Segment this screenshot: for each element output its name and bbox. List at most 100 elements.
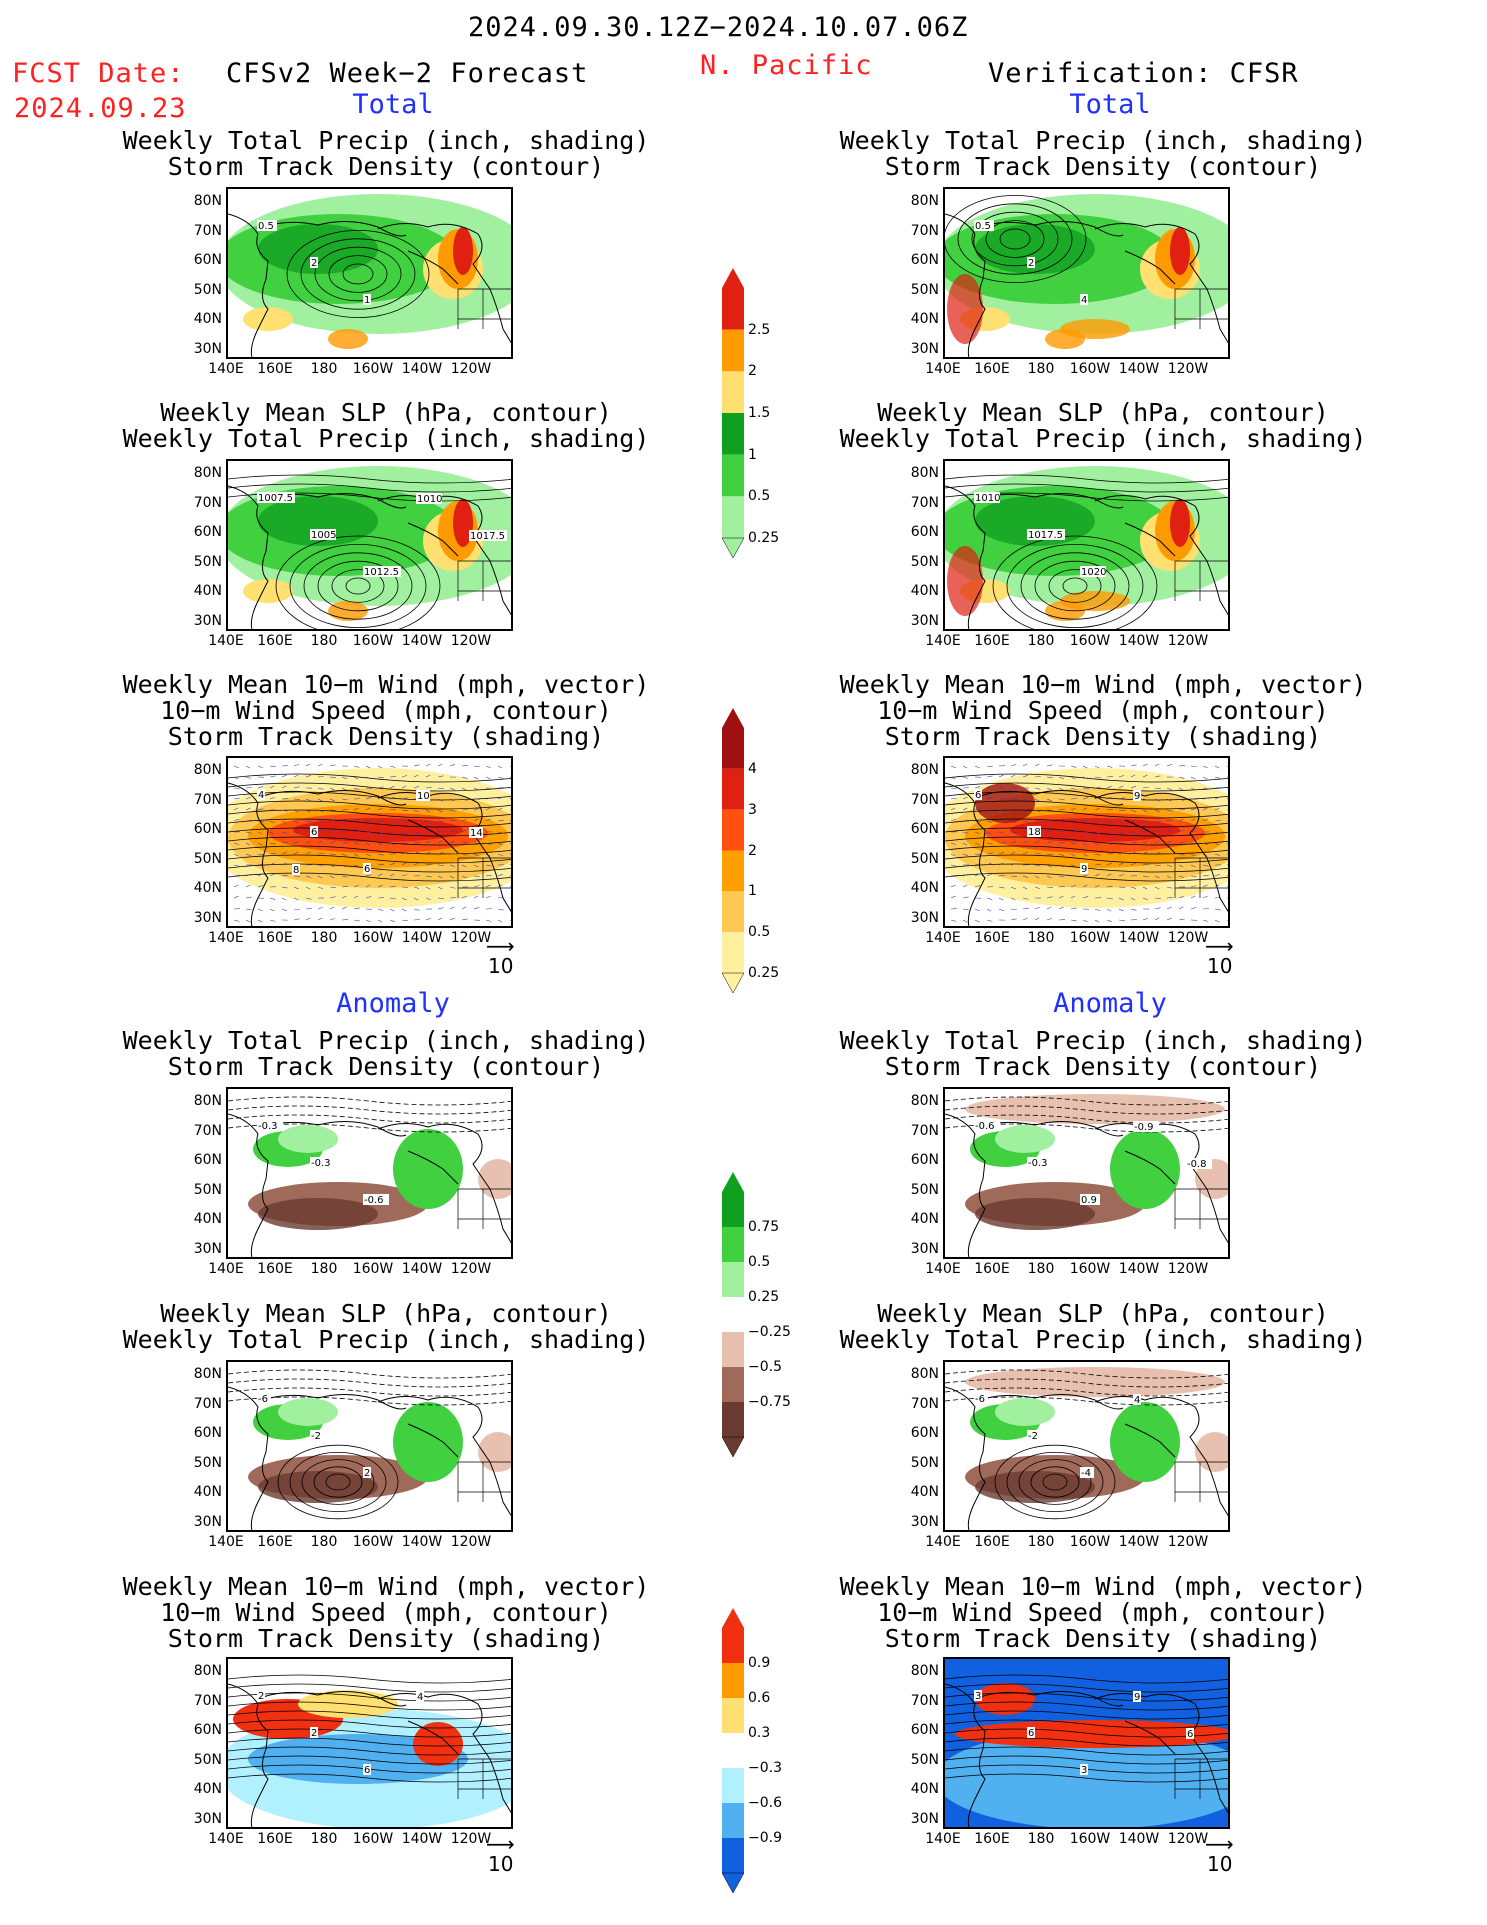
lat-tick: 50N xyxy=(910,1181,939,1198)
lon-tick: 140W xyxy=(1118,1831,1160,1847)
contour-label-bg xyxy=(1186,1158,1212,1169)
colorbar-label: 2 xyxy=(748,842,757,859)
colorbar-segment xyxy=(722,768,744,810)
lon-tick: 120W xyxy=(1167,633,1209,649)
colorbar-segment xyxy=(722,1768,744,1803)
colorbar-label: 1 xyxy=(748,883,757,900)
colorbar-label: −0.9 xyxy=(748,1830,782,1846)
colorbar-segment xyxy=(722,932,744,973)
lon-tick: 120W xyxy=(1167,930,1209,946)
lon-tick: 180 xyxy=(310,361,338,377)
contour-label-bg xyxy=(257,1120,283,1131)
vector-reference-value: 10 xyxy=(1207,954,1233,978)
lon-tick: 140W xyxy=(401,361,443,377)
lon-tick: 120W xyxy=(1167,1534,1209,1550)
vector-reference-value: 10 xyxy=(488,1852,514,1876)
contour-label-bg xyxy=(292,864,300,875)
colorbar-segment xyxy=(722,1262,744,1297)
verification-title: Verification: CFSR xyxy=(988,58,1299,89)
lat-tick: 30N xyxy=(193,1810,222,1827)
title-l6: Weekly Mean 10−m Wind (mph, vector) 10−m … xyxy=(122,1572,650,1653)
contour-label-bg xyxy=(1133,1691,1141,1702)
contour-label-bg xyxy=(1080,1764,1088,1775)
lat-tick: 70N xyxy=(193,1395,222,1412)
contour-label: 2 xyxy=(311,258,317,269)
contour-label-bg xyxy=(257,789,265,800)
colorbar-label: 1.5 xyxy=(748,405,771,421)
colorbar-label: −0.3 xyxy=(748,1760,782,1776)
lat-tick: 50N xyxy=(910,281,939,298)
lat-tick: 30N xyxy=(910,340,939,357)
contour-label-bg xyxy=(1080,294,1088,305)
lon-tick: 160E xyxy=(974,1261,1010,1277)
colorbar-label: 0.9 xyxy=(748,1655,771,1671)
lon-tick: 160E xyxy=(974,930,1010,946)
contour-label-bg xyxy=(363,1467,371,1478)
lon-tick: 140W xyxy=(401,1534,443,1550)
contour-label: 1 xyxy=(364,295,370,306)
lat-tick: 80N xyxy=(910,1663,939,1679)
colorbar-label: −0.75 xyxy=(748,1394,791,1410)
contour-label-bg xyxy=(974,1120,1000,1131)
lat-tick: 60N xyxy=(910,821,939,837)
contour-label-bg xyxy=(1080,863,1088,874)
lat-tick: 30N xyxy=(910,1513,939,1530)
contour-label: -0.8 xyxy=(1187,1159,1207,1170)
lon-tick: 180 xyxy=(310,1261,338,1277)
lat-tick: 70N xyxy=(910,494,939,511)
lon-tick: 120W xyxy=(450,1534,492,1550)
contour-label-bg xyxy=(416,493,442,504)
map-panel-l5: -6 -2 2 xyxy=(226,1360,513,1532)
title-l4: Weekly Total Precip (inch, shading) Storm… xyxy=(122,1026,650,1081)
lat-tick: 40N xyxy=(193,1484,222,1500)
colorbar-label: 0.25 xyxy=(748,1289,780,1305)
vector-reference-arrow: ⟶ xyxy=(486,1832,515,1856)
lon-tick: 140W xyxy=(401,930,443,946)
lon-tick: 160E xyxy=(257,633,293,649)
lon-tick: 160E xyxy=(974,1831,1010,1847)
colorbar-segment xyxy=(722,728,744,769)
colorbar-storm-anomaly xyxy=(722,1608,744,1893)
lat-tick: 70N xyxy=(910,1692,939,1709)
contour-label-bg xyxy=(1133,1121,1159,1132)
lat-tick: 40N xyxy=(193,583,222,599)
contour-label-bg xyxy=(1080,566,1106,577)
lon-tick: 160E xyxy=(257,1534,293,1550)
colorbar-segment xyxy=(722,496,744,538)
contour-label-bg xyxy=(363,294,371,305)
lat-tick: 30N xyxy=(193,612,222,629)
lat-tick: 60N xyxy=(910,1152,939,1168)
contour-label: -0.6 xyxy=(975,1121,995,1132)
lat-tick: 40N xyxy=(193,1211,222,1227)
map-panel-l6: 2 2 6 4 xyxy=(226,1657,513,1829)
contour-label: 2 xyxy=(364,1468,370,1479)
contour-label-bg xyxy=(310,826,318,837)
colorbar-label: 0.3 xyxy=(748,1725,771,1741)
contour-label: 6 xyxy=(311,827,317,838)
lat-tick: 60N xyxy=(193,821,222,837)
lat-tick: 60N xyxy=(910,1425,939,1441)
title-r4: Weekly Total Precip (inch, shading) Storm… xyxy=(839,1026,1367,1081)
map-panel-r6: 3 6 3 9 6 xyxy=(943,1657,1230,1829)
contour-label: 8 xyxy=(293,865,299,876)
contour-label-bg xyxy=(310,529,336,540)
contour-label: 6 xyxy=(364,1765,370,1776)
contour-label-bg xyxy=(1027,257,1035,268)
fcst-date-value: 2024.09.23 xyxy=(14,93,187,124)
contour-label: -0.3 xyxy=(258,1121,278,1132)
lon-tick: 160W xyxy=(1069,930,1111,946)
lat-tick: 50N xyxy=(910,553,939,570)
colorbar-label: −0.25 xyxy=(748,1324,791,1340)
lon-tick: 180 xyxy=(1027,1261,1055,1277)
lat-tick: 50N xyxy=(193,1751,222,1768)
lat-tick: 50N xyxy=(910,850,939,867)
contour-label: 1010 xyxy=(417,494,442,505)
contour-label-bg xyxy=(363,1764,371,1775)
contour-label: 4 xyxy=(1081,295,1087,306)
lat-tick: 30N xyxy=(193,340,222,357)
lat-tick: 60N xyxy=(910,1722,939,1738)
lat-tick: 80N xyxy=(910,762,939,778)
lon-tick: 140W xyxy=(1118,930,1160,946)
lat-tick: 40N xyxy=(910,583,939,599)
lon-tick: 180 xyxy=(1027,633,1055,649)
